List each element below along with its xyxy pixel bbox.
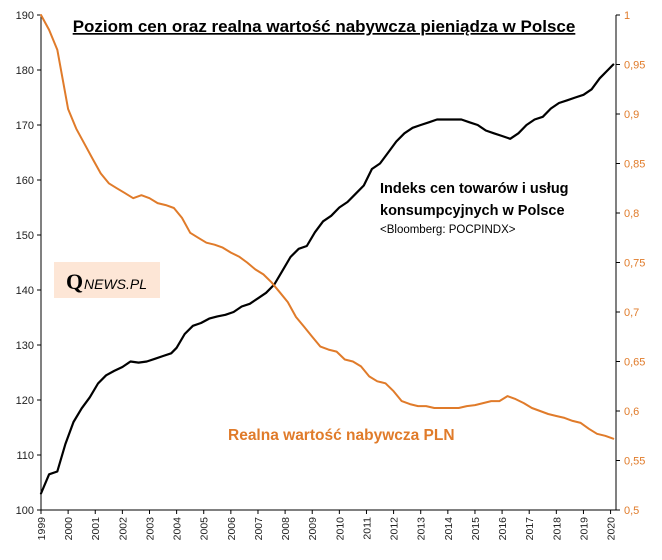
x-tick-label: 2001 [90,517,102,541]
x-tick-label: 2009 [307,517,319,541]
logo: Q NEWS.PL [54,262,160,298]
x-tick-label: 2006 [226,517,238,541]
x-tick-label: 2014 [443,517,455,541]
y-left-tick-label: 140 [16,285,34,297]
y-left-tick-label: 110 [16,450,34,462]
x-tick-label: 2018 [551,517,563,541]
y-right-tick-label: 0,7 [624,307,639,319]
y-left-tick-label: 180 [16,65,34,77]
y-left-tick-label: 100 [16,505,34,517]
x-tick-label: 1999 [36,517,48,541]
source-label: <Bloomberg: POCPINDX> [380,224,516,236]
x-tick-label: 2015 [470,517,482,541]
y-left-tick-label: 170 [16,120,34,132]
y-right-tick-label: 0,65 [624,357,645,369]
logo-text: NEWS.PL [84,276,147,292]
tick-labels: 100 110 120 130 140 150 160 170 180 190 0,5 0,55 0,6… [16,10,646,540]
y-right-tick-label: 0,85 [624,159,645,171]
y-right-tick-label: 0,9 [624,109,639,121]
x-tick-label: 2013 [416,517,428,541]
price-index-line [39,63,615,495]
orange-series-label: Realna wartość nabywcza PLN [228,427,455,444]
y-right-tick-label: 0,6 [624,406,639,418]
x-tick-label: 2005 [199,517,211,541]
x-tick-label: 2019 [578,517,590,541]
x-tick-label: 2016 [497,517,509,541]
x-tick-label: 2012 [389,517,401,541]
y-right-tick-label: 0,95 [624,60,645,72]
y-right-tick-label: 0,8 [624,208,639,220]
y-right-tick-label: 0,75 [624,258,645,270]
black-series-label-line2: konsumpcyjnych w Polsce [380,203,565,219]
y-right-tick-label: 0,5 [624,505,639,517]
x-tick-label: 2017 [524,517,536,541]
logo-background [54,262,160,298]
y-right-tick-label: 1 [624,10,630,22]
x-tick-label: 2003 [144,517,156,541]
axes [37,14,620,514]
y-left-tick-label: 190 [16,10,34,22]
logo-initial: Q [66,269,83,294]
chart-title: Poziom cen oraz realna wartość nabywcza … [73,17,576,36]
x-tick-label: 2004 [172,517,184,541]
x-tick-label: 2002 [117,517,129,541]
x-tick-label: 2000 [63,517,75,541]
series-lines [39,14,615,495]
y-left-tick-label: 150 [16,230,34,242]
x-tick-label: 2020 [606,517,618,541]
y-left-tick-label: 130 [16,340,34,352]
x-tick-label: 2011 [361,517,373,540]
y-left-tick-label: 120 [16,395,34,407]
purchasing-power-line [40,14,615,440]
y-left-tick-label: 160 [16,175,34,187]
black-series-label-line1: Indeks cen towarów i usług [380,181,569,197]
x-tick-label: 2007 [253,517,265,541]
y-right-tick-label: 0,55 [624,456,645,468]
x-tick-label: 2008 [280,517,292,541]
x-tick-label: 2010 [334,517,346,541]
